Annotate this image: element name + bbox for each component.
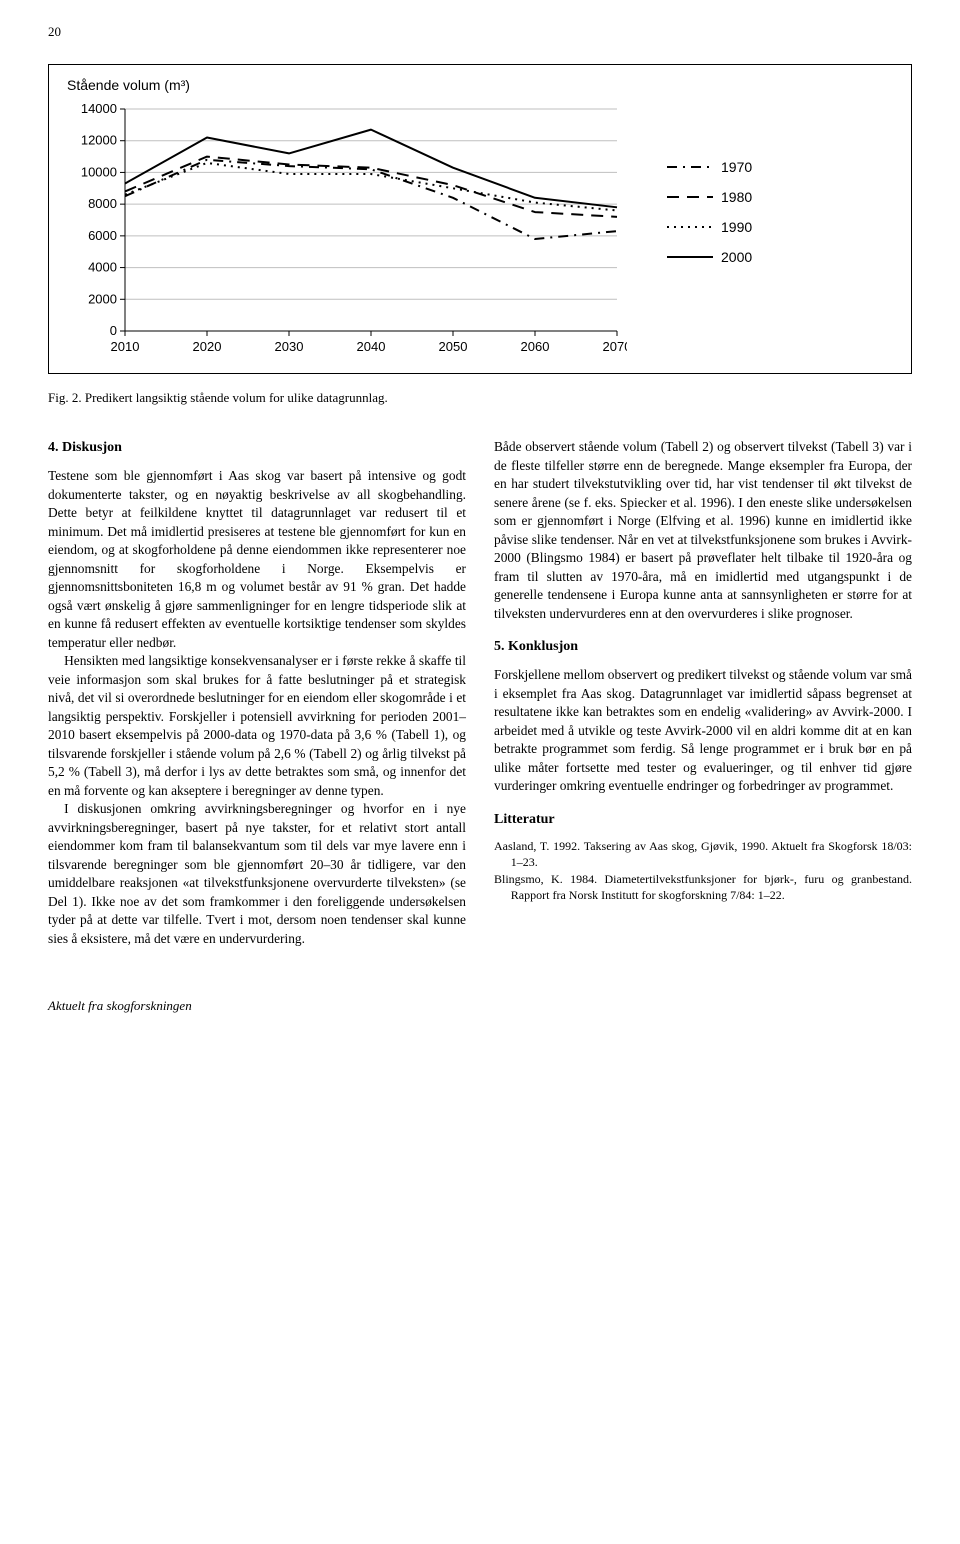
body-paragraph: I diskusjonen omkring avvirkningsberegni…: [48, 800, 466, 948]
legend-line-sample: [667, 160, 713, 174]
svg-text:2040: 2040: [357, 339, 386, 354]
body-paragraph: Hensikten med langsiktige konsekvensanal…: [48, 652, 466, 800]
legend: 1970 1980 1990 2000: [667, 159, 752, 279]
svg-text:8000: 8000: [88, 196, 117, 211]
legend-item: 1980: [667, 189, 752, 205]
svg-text:2030: 2030: [275, 339, 304, 354]
svg-text:4000: 4000: [88, 260, 117, 275]
legend-label: 1990: [721, 219, 752, 235]
figure-box: Stående volum (m³) 0 2000 4000 6000 8000 1000…: [48, 64, 912, 374]
svg-text:10000: 10000: [81, 164, 117, 179]
legend-line-sample: [667, 250, 713, 264]
legend-label: 2000: [721, 249, 752, 265]
svg-text:2010: 2010: [111, 339, 140, 354]
svg-text:6000: 6000: [88, 228, 117, 243]
svg-text:2060: 2060: [521, 339, 550, 354]
svg-text:2000: 2000: [88, 291, 117, 306]
section-4-heading: 4. Diskusjon: [48, 438, 466, 457]
svg-text:2020: 2020: [193, 339, 222, 354]
body-paragraph: Testene som ble gjennomført i Aas skog v…: [48, 467, 466, 652]
literature-heading: Litteratur: [494, 810, 912, 829]
references: Aasland, T. 1992. Taksering av Aas skog,…: [494, 839, 912, 903]
footer-journal: Aktuelt fra skogforskningen: [48, 998, 912, 1014]
legend-item: 1970: [667, 159, 752, 175]
line-chart: 0 2000 4000 6000 8000 10000 12000 14000 2010 2020…: [67, 99, 627, 359]
page-number: 20: [48, 24, 912, 40]
reference-entry: Blingsmo, K. 1984. Diametertilvekstfunks…: [494, 872, 912, 903]
svg-text:2050: 2050: [439, 339, 468, 354]
legend-item: 1990: [667, 219, 752, 235]
legend-line-sample: [667, 190, 713, 204]
legend-item: 2000: [667, 249, 752, 265]
chart-title: Stående volum (m³): [67, 77, 893, 93]
svg-text:2070: 2070: [603, 339, 627, 354]
body-paragraph: Forskjellene mellom observert og predike…: [494, 666, 912, 796]
reference-entry: Aasland, T. 1992. Taksering av Aas skog,…: [494, 839, 912, 870]
legend-line-sample: [667, 220, 713, 234]
right-column: Både observert stående volum (Tabell 2) …: [494, 438, 912, 962]
svg-text:12000: 12000: [81, 133, 117, 148]
left-column: 4. Diskusjon Testene som ble gjennomført…: [48, 438, 466, 962]
svg-text:14000: 14000: [81, 101, 117, 116]
legend-label: 1970: [721, 159, 752, 175]
section-5-heading: 5. Konklusjon: [494, 637, 912, 656]
legend-label: 1980: [721, 189, 752, 205]
figure-caption: Fig. 2. Predikert langsiktig stående vol…: [48, 390, 912, 406]
body-paragraph: Både observert stående volum (Tabell 2) …: [494, 438, 912, 623]
svg-text:0: 0: [110, 323, 117, 338]
body-columns: 4. Diskusjon Testene som ble gjennomført…: [48, 438, 912, 962]
